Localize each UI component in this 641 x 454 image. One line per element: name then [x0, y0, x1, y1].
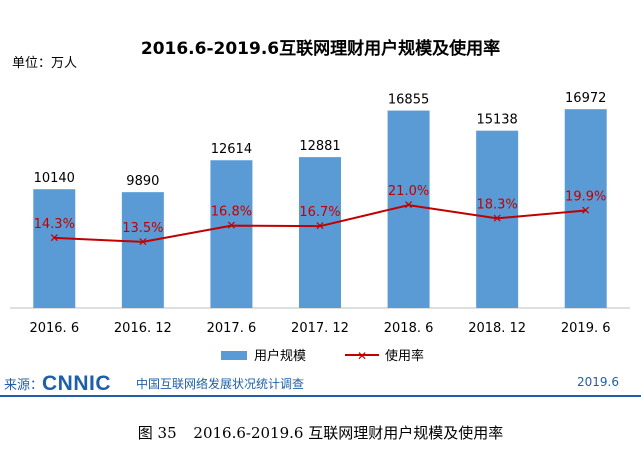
unit-label: 单位：万人 — [12, 56, 78, 71]
rate-value-label: 13.5% — [122, 221, 163, 236]
legend: 用户规模 ✕ 使用率 — [221, 348, 424, 364]
bar-value-label: 9890 — [126, 174, 159, 189]
bar-value-label: 12881 — [299, 139, 340, 154]
rate-value-label: 16.8% — [211, 205, 252, 220]
rate-value-label: 16.7% — [299, 205, 340, 220]
x-tick-labels: 2016. 6 2016. 12 2017. 6 2017. 12 2018. 6 201… — [29, 321, 610, 336]
rate-point-marker: ✕ — [492, 211, 502, 225]
bar-value-label: 16855 — [388, 93, 429, 108]
source-label: 来源： — [4, 378, 44, 393]
chart-title: 2016.6-2019.6互联网理财用户规模及使用率 — [140, 39, 501, 59]
figure-caption: 图 35 2016.6-2019.6 互联网理财用户规模及使用率 — [0, 422, 641, 443]
rate-point-marker: ✕ — [581, 203, 591, 217]
bar — [476, 130, 519, 308]
x-tick-label: 2018. 12 — [468, 321, 526, 336]
source-divider — [0, 395, 641, 397]
legend-label-bar: 用户规模 — [254, 348, 306, 364]
data-labels: 10140 9890 12614 12881 16855 15138 16972 14.3% 1… — [34, 91, 607, 236]
x-tick-label: 2017. 6 — [207, 321, 257, 336]
legend-marker-line: ✕ — [357, 349, 367, 363]
line-series: ✕ ✕ ✕ ✕ ✕ ✕ ✕ — [49, 198, 590, 249]
bar — [299, 157, 341, 308]
rate-point-marker: ✕ — [404, 198, 414, 212]
source-name: 中国互联网络发展状况统计调查 — [136, 377, 305, 391]
x-tick-label: 2017. 12 — [291, 321, 349, 336]
rate-point-marker: ✕ — [315, 219, 325, 233]
rate-value-label: 21.0% — [388, 184, 429, 199]
rate-point-marker: ✕ — [226, 219, 236, 233]
figure-number: 图 35 — [137, 424, 177, 442]
rate-value-label: 14.3% — [34, 217, 75, 232]
bar — [121, 192, 164, 308]
bar-value-label: 16972 — [565, 91, 606, 106]
bar — [564, 109, 607, 308]
x-tick-label: 2016. 6 — [29, 321, 79, 336]
figure-caption-text: 2016.6-2019.6 互联网理财用户规模及使用率 — [193, 424, 504, 442]
bar-value-label: 12614 — [211, 142, 252, 157]
bar-value-label: 10140 — [34, 171, 75, 186]
rate-point-marker: ✕ — [138, 235, 148, 249]
chart-canvas: ✕ ✕ ✕ ✕ ✕ ✕ ✕ 10140 9890 12614 12881 16855 15138 169… — [10, 91, 630, 364]
bar — [33, 189, 76, 308]
bar-value-label: 15138 — [476, 113, 517, 128]
source-date: 2019.6 — [577, 375, 619, 389]
source-row: 来源： CNNIC 中国互联网络发展状况统计调查 2019.6 — [0, 372, 641, 395]
rate-value-label: 18.3% — [476, 197, 517, 212]
x-tick-label: 2018. 6 — [384, 321, 434, 336]
legend-label-line: 使用率 — [385, 348, 424, 364]
rate-line — [54, 204, 586, 243]
legend-swatch-bar — [221, 351, 247, 360]
rate-value-label: 19.9% — [565, 189, 606, 204]
x-tick-label: 2019. 6 — [561, 321, 611, 336]
cnnic-logo: CNNIC — [42, 372, 111, 395]
x-tick-label: 2016. 12 — [114, 321, 172, 336]
bar — [210, 160, 253, 308]
rate-point-marker: ✕ — [49, 231, 59, 245]
